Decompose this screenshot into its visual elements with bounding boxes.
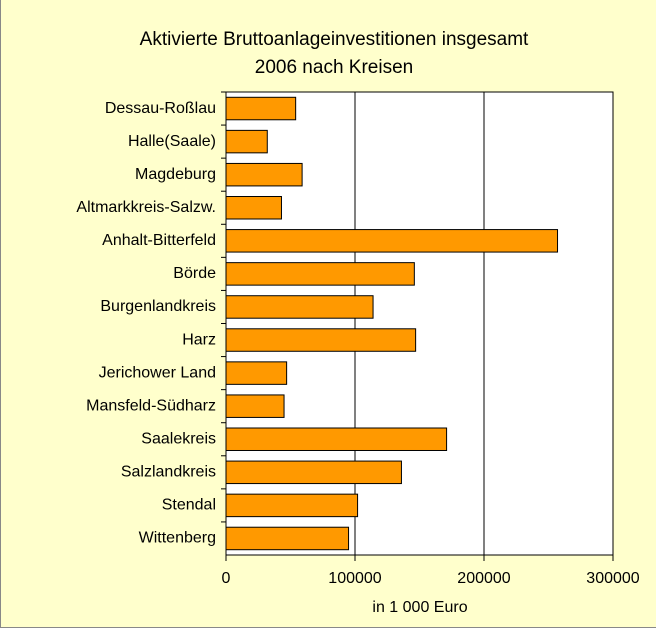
plot-border [225, 91, 614, 556]
y-tick-label: Mansfeld-Südharz [86, 397, 216, 414]
bar [225, 96, 297, 121]
y-tick-label: Dessau-Roßlau [105, 100, 216, 117]
x-tick-label: 300000 [586, 570, 639, 587]
bar [225, 427, 448, 451]
y-tick-label: Harz [182, 331, 216, 348]
bar [225, 162, 303, 187]
y-tick-label: Halle(Saale) [128, 133, 216, 150]
chart-title: 2006 nach Kreisen [255, 57, 413, 78]
y-tick-label: Jerichower Land [99, 364, 216, 381]
y-tick-label: Börde [173, 265, 216, 282]
bar [225, 328, 417, 352]
bar [225, 460, 402, 485]
plot-area [226, 92, 613, 555]
x-tick-label: 100000 [328, 570, 381, 587]
y-tick-label: Salzlandkreis [121, 464, 216, 481]
bar [225, 493, 359, 518]
y-tick-label: Altmarkkreis-Salzw. [76, 199, 216, 216]
bar [225, 196, 282, 220]
x-axis-label: in 1 000 Euro [372, 599, 467, 616]
bar [225, 295, 374, 319]
bar [225, 394, 285, 418]
y-tick-label: Burgenlandkreis [100, 298, 216, 315]
bar [225, 262, 415, 286]
y-tick-label: Saalekreis [141, 430, 216, 447]
chart-title: Aktivierte Bruttoanlageinvestitionen ins… [140, 29, 529, 50]
y-tick-label: Wittenberg [139, 530, 216, 547]
y-tick-label: Stendal [162, 497, 216, 514]
bar [225, 229, 559, 253]
x-tick-label: 200000 [457, 570, 510, 587]
bar [225, 129, 268, 154]
y-tick-label: Magdeburg [135, 166, 216, 183]
bar [225, 526, 350, 551]
y-tick-label: Anhalt-Bitterfeld [102, 232, 216, 249]
x-tick-label: 0 [222, 570, 231, 587]
bar [225, 361, 288, 385]
